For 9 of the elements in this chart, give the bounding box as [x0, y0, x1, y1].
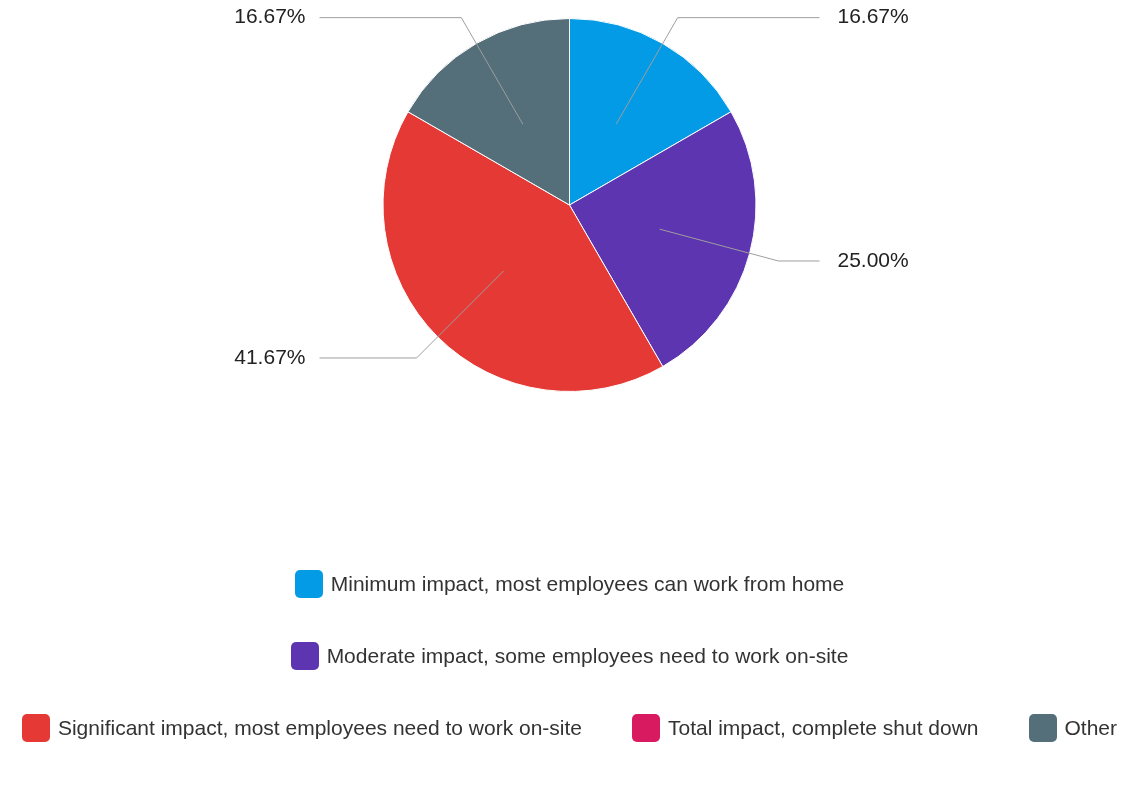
legend-label: Moderate impact, some employees need to work on-site [326, 644, 849, 668]
legend-label: Total impact, complete shut down [668, 716, 979, 740]
data-label: 25.00% [837, 247, 909, 271]
data-label: 16.67% [234, 4, 306, 28]
legend-label: Significant impact, most employees need to work on-site [57, 716, 583, 740]
legend-label: Minimum impact, most employees can work from home [330, 572, 845, 596]
data-label: 16.67% [837, 4, 909, 28]
legend-label: Other [1064, 716, 1118, 740]
data-label: 41.67% [234, 344, 306, 368]
